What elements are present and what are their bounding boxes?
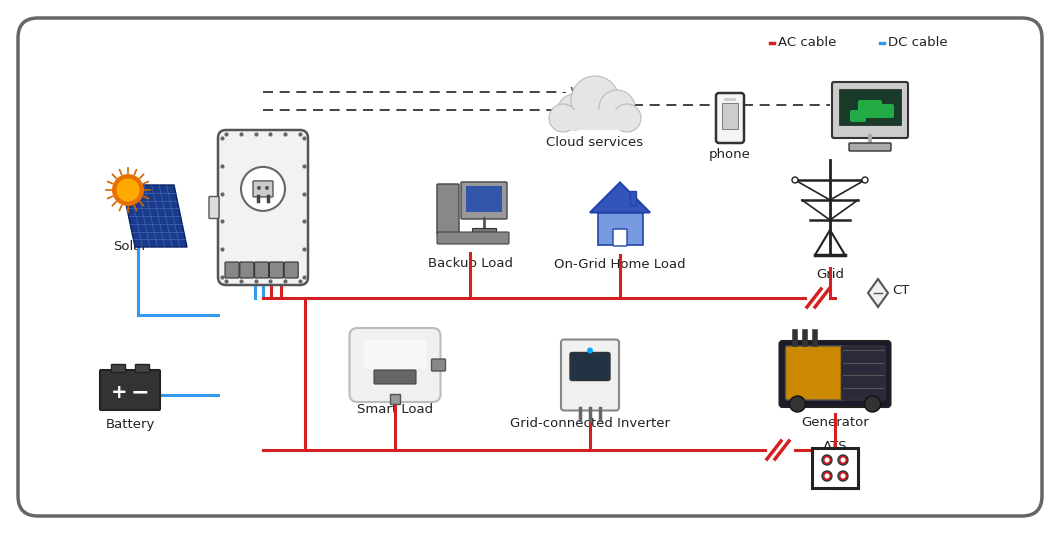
Circle shape: [587, 348, 593, 354]
FancyBboxPatch shape: [100, 370, 160, 410]
FancyBboxPatch shape: [209, 197, 219, 218]
Text: −: −: [131, 382, 149, 402]
FancyBboxPatch shape: [253, 181, 273, 197]
FancyBboxPatch shape: [563, 110, 628, 130]
FancyBboxPatch shape: [284, 262, 298, 278]
Text: Solar: Solar: [113, 240, 147, 253]
FancyBboxPatch shape: [374, 370, 416, 384]
Text: ATS: ATS: [823, 440, 847, 453]
Circle shape: [825, 474, 830, 478]
Circle shape: [838, 455, 848, 465]
Text: Battery: Battery: [105, 418, 155, 431]
Circle shape: [862, 177, 868, 183]
FancyBboxPatch shape: [716, 93, 744, 143]
Circle shape: [265, 186, 269, 190]
Circle shape: [841, 458, 846, 462]
Circle shape: [790, 396, 806, 412]
FancyBboxPatch shape: [779, 341, 890, 407]
FancyBboxPatch shape: [254, 262, 268, 278]
FancyBboxPatch shape: [630, 191, 636, 205]
FancyBboxPatch shape: [570, 352, 610, 381]
Polygon shape: [590, 183, 650, 213]
FancyBboxPatch shape: [840, 89, 901, 125]
Circle shape: [571, 76, 619, 124]
FancyBboxPatch shape: [561, 340, 619, 411]
Circle shape: [613, 104, 641, 132]
FancyBboxPatch shape: [18, 18, 1042, 516]
Circle shape: [825, 458, 830, 462]
FancyBboxPatch shape: [111, 364, 125, 372]
Circle shape: [257, 186, 261, 190]
Text: Generator: Generator: [801, 416, 869, 429]
Circle shape: [822, 455, 832, 465]
Text: - GPRS: - GPRS: [562, 105, 604, 117]
Circle shape: [556, 94, 593, 130]
Circle shape: [822, 471, 832, 481]
FancyBboxPatch shape: [390, 394, 400, 404]
Text: Grid: Grid: [816, 268, 844, 281]
Text: - WiFi: - WiFi: [562, 87, 596, 99]
Text: On-Grid Home Load: On-Grid Home Load: [554, 258, 686, 271]
FancyBboxPatch shape: [135, 364, 148, 372]
FancyBboxPatch shape: [218, 130, 308, 285]
Circle shape: [865, 396, 881, 412]
FancyBboxPatch shape: [849, 143, 891, 151]
FancyBboxPatch shape: [437, 232, 509, 244]
FancyBboxPatch shape: [613, 229, 628, 246]
FancyBboxPatch shape: [842, 346, 885, 400]
FancyBboxPatch shape: [225, 262, 238, 278]
FancyBboxPatch shape: [598, 213, 642, 245]
FancyBboxPatch shape: [876, 104, 894, 118]
FancyBboxPatch shape: [832, 82, 908, 138]
Circle shape: [112, 174, 144, 206]
FancyBboxPatch shape: [812, 448, 858, 488]
Text: Cloud services: Cloud services: [547, 136, 643, 149]
FancyBboxPatch shape: [431, 359, 445, 371]
FancyBboxPatch shape: [461, 182, 507, 219]
FancyBboxPatch shape: [722, 103, 738, 129]
FancyBboxPatch shape: [785, 346, 847, 400]
Circle shape: [241, 167, 285, 211]
FancyBboxPatch shape: [269, 262, 283, 278]
Text: Smart Load: Smart Load: [357, 403, 434, 416]
FancyBboxPatch shape: [437, 184, 459, 234]
Circle shape: [792, 177, 798, 183]
FancyBboxPatch shape: [240, 262, 253, 278]
Circle shape: [599, 90, 635, 126]
Polygon shape: [868, 279, 888, 307]
Circle shape: [549, 104, 577, 132]
Polygon shape: [122, 185, 187, 247]
FancyBboxPatch shape: [350, 328, 441, 402]
FancyBboxPatch shape: [466, 186, 502, 212]
Text: phone: phone: [709, 148, 750, 161]
Text: Backup Load: Backup Load: [427, 257, 512, 270]
Text: DC cable: DC cable: [888, 36, 948, 50]
FancyBboxPatch shape: [850, 110, 866, 122]
FancyBboxPatch shape: [724, 98, 736, 101]
Text: +: +: [111, 382, 128, 402]
Circle shape: [841, 474, 846, 478]
Circle shape: [838, 471, 848, 481]
FancyBboxPatch shape: [472, 228, 496, 232]
Text: AC cable: AC cable: [778, 36, 836, 50]
FancyBboxPatch shape: [858, 100, 882, 118]
Text: CT: CT: [893, 285, 909, 297]
Text: Grid-connected Inverter: Grid-connected Inverter: [510, 417, 670, 430]
Circle shape: [117, 178, 140, 201]
FancyBboxPatch shape: [364, 340, 426, 369]
